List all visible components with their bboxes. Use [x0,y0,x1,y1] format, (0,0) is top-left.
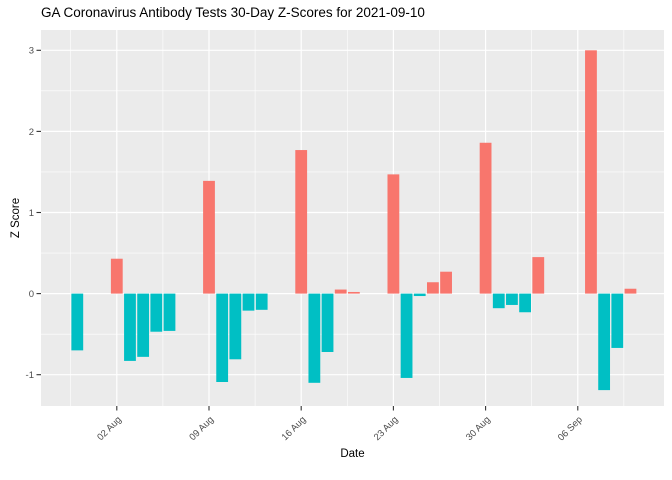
x-tick-label: 02 Aug [95,414,124,443]
bar-2021-09-03 [532,257,545,294]
bar-2021-08-20 [347,291,360,294]
bar-2021-08-06 [163,293,176,331]
bar-2021-08-19 [334,289,347,294]
bar-2021-09-08 [598,293,611,391]
x-tick-label: 09 Aug [187,414,216,443]
bar-2021-08-23 [387,174,400,294]
bar-2021-08-16 [295,150,308,294]
bar-2021-09-09 [611,293,624,348]
y-axis-title: Z Score [10,197,22,239]
bar-2021-09-10 [624,288,637,294]
bar-2021-08-30 [479,142,492,294]
bar-2021-08-26 [427,282,439,294]
y-tick-label: 3 [29,46,34,57]
y-tick-label: 2 [29,127,34,138]
bar-2021-08-24 [400,293,413,378]
x-axis-title: Date [340,448,365,460]
bar-2021-08-04 [137,293,150,357]
bar-2021-08-31 [492,293,505,309]
bar-2021-09-01 [506,293,518,305]
bar-2021-08-05 [150,293,163,332]
bar-2021-08-27 [440,271,452,294]
chart-title: GA Coronavirus Antibody Tests 30-Day Z-S… [41,5,425,20]
bar-2021-09-07 [585,50,597,294]
bar-2021-08-09 [203,180,215,294]
bar-2021-08-17 [308,293,321,383]
x-tick-label: 30 Aug [464,414,493,443]
bar-2021-08-11 [229,293,242,360]
bar-2021-07-30 [71,293,84,351]
x-tick-label: 23 Aug [372,414,401,443]
y-tick-label: 1 [29,208,34,219]
x-tick-label: 06 Sep [556,414,585,443]
bar-2021-08-02 [110,258,123,294]
bar-2021-08-10 [216,293,229,382]
x-tick-label: 16 Aug [280,414,309,443]
bar-2021-09-02 [519,293,532,313]
bar-2021-08-13 [255,293,268,310]
y-tick-label: 0 [29,289,34,300]
bar-2021-08-12 [242,293,255,311]
bar-2021-08-18 [321,293,334,352]
y-tick-label: -1 [26,370,34,381]
bar-2021-08-03 [124,293,136,361]
bar-2021-08-25 [413,293,426,297]
